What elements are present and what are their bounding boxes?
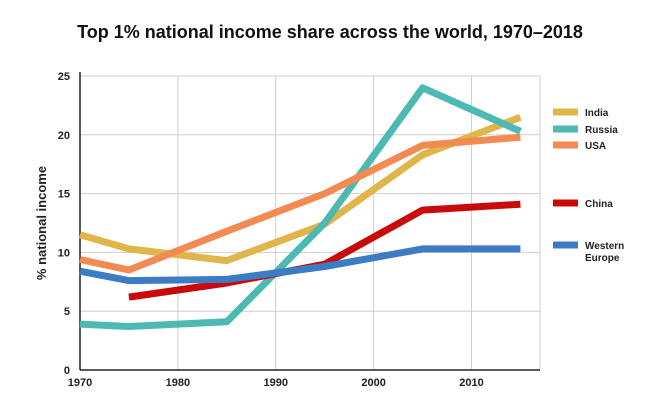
x-tick-label: 2010 xyxy=(459,377,483,389)
y-tick-label: 5 xyxy=(64,306,70,318)
legend-label: India xyxy=(585,108,609,119)
x-tick-label: 1990 xyxy=(264,377,288,389)
legend-label: China xyxy=(585,199,613,210)
y-axis-label: % national income xyxy=(34,166,49,280)
series-line-india xyxy=(79,113,522,265)
y-tick-label: 20 xyxy=(58,130,70,142)
grid xyxy=(80,75,541,370)
axes: 0 5 10 15 20 25 1970 1980 1990 2000 2010 xyxy=(58,71,540,389)
series-line-usa xyxy=(79,133,521,274)
y-tick-label: 25 xyxy=(58,71,70,83)
legend-label: Western xyxy=(585,241,624,252)
y-tick-label: 10 xyxy=(58,247,70,259)
y-tick-label: 15 xyxy=(58,189,70,201)
x-tick-label: 2000 xyxy=(361,377,385,389)
x-tick-label: 1970 xyxy=(68,377,92,389)
series-line-western-europe xyxy=(79,245,521,285)
series-lines xyxy=(79,84,522,330)
legend-label: USA xyxy=(585,141,606,152)
x-tick-label: 1980 xyxy=(166,377,190,389)
legend-label: Europe xyxy=(585,253,620,264)
legend-label: Russia xyxy=(585,125,618,136)
y-tick-label: 0 xyxy=(64,365,70,377)
chart-title: Top 1% national income share across the … xyxy=(77,22,583,42)
